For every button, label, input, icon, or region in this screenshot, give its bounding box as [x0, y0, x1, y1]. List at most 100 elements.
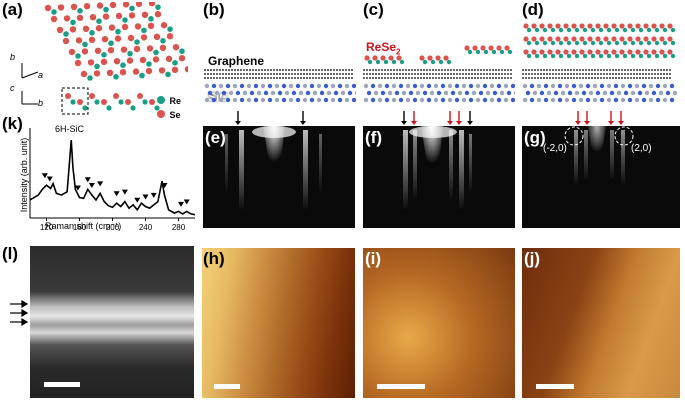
se-atom [555, 49, 561, 55]
re-atom [172, 60, 178, 66]
sic-atom [380, 90, 386, 96]
legend-se: Se [157, 105, 180, 123]
re-atom [483, 49, 489, 55]
sic-atom [560, 90, 566, 96]
se-atom [113, 93, 119, 99]
se-atom [539, 23, 545, 29]
legend-re-label: Re [169, 96, 181, 106]
re-atom [89, 30, 95, 36]
se-atom [563, 36, 569, 42]
re-atom [87, 75, 93, 81]
peak-marker [113, 191, 120, 197]
re-atom [82, 105, 88, 111]
sic-atom [295, 97, 301, 103]
re-atom [146, 61, 152, 67]
sic-atom [218, 83, 224, 89]
sic-atom [440, 83, 446, 89]
se-atom [147, 22, 155, 29]
scale-bar-h [214, 384, 240, 389]
sic-atom [408, 90, 414, 96]
peak-marker [150, 192, 157, 198]
sic-atom [232, 97, 238, 103]
se-atom [80, 70, 88, 78]
sic-atom [401, 90, 407, 96]
re-atom [106, 105, 112, 111]
se-atom [165, 55, 173, 62]
se-atom [547, 36, 553, 42]
re-atom [590, 27, 596, 33]
se-atom [184, 66, 188, 73]
sic-atom [510, 97, 515, 103]
se-atom [595, 49, 601, 55]
se-atom [89, 14, 97, 21]
sic-atom [669, 97, 675, 103]
schematic-d [522, 23, 678, 103]
sic-atom [464, 90, 470, 96]
se-atom [488, 45, 494, 51]
sic-atom [330, 83, 336, 89]
re-atom [598, 40, 604, 46]
sic-atom [489, 97, 495, 103]
sic-atom [295, 83, 301, 89]
se-atom [667, 36, 673, 42]
se-atom [82, 25, 90, 32]
sic-atom [557, 83, 563, 89]
rese2-label-sub: 2 [396, 47, 401, 57]
sic-atom [249, 90, 255, 96]
sic-atom [405, 97, 411, 103]
re-atom [662, 53, 668, 59]
crystal-structure [44, 2, 188, 81]
re-atom [113, 74, 119, 80]
sic-atom [288, 83, 294, 89]
sic-atom [281, 97, 287, 103]
scale-bar-j [536, 384, 574, 389]
sic-atom [599, 97, 605, 103]
se-atom [635, 49, 641, 55]
sic-atom [323, 97, 329, 103]
se-atom [113, 58, 121, 65]
sic-atom [291, 90, 297, 96]
se-atom [76, 14, 84, 21]
sic-atom [256, 90, 262, 96]
se-atom [81, 48, 89, 55]
sic-atom [585, 83, 591, 89]
re-atom [662, 40, 668, 46]
sic-atom [606, 83, 612, 89]
sic-atom [415, 90, 421, 96]
raman-annotation: 6H-SiC [55, 124, 85, 134]
sic-atom [274, 83, 280, 89]
se-atom [419, 55, 425, 61]
re-atom [118, 99, 124, 105]
sic-atom [330, 97, 336, 103]
sic-atom [228, 90, 234, 96]
sic-atom [211, 97, 217, 103]
sic-atom [543, 83, 549, 89]
se-atom [127, 34, 135, 42]
peak-marker [161, 183, 168, 189]
re-atom [154, 105, 160, 111]
sic-atom [391, 83, 397, 89]
se-atom [172, 44, 180, 51]
re-atom [101, 52, 107, 58]
stem-image-l [30, 246, 194, 398]
se-atom [57, 4, 65, 11]
sic-atom [482, 97, 488, 103]
re-atom [638, 40, 644, 46]
sic-atom [578, 97, 584, 103]
sic-atom [302, 83, 308, 89]
sic-atom [599, 83, 605, 89]
sic-atom [644, 90, 650, 96]
sic-atom [274, 97, 280, 103]
re-atom [534, 53, 540, 59]
se-atom [643, 49, 649, 55]
peak-marker [84, 177, 91, 183]
se-atom [627, 36, 633, 42]
re-atom [70, 99, 76, 105]
sic-atom [277, 90, 283, 96]
re-atom [82, 41, 88, 48]
sic-atom [546, 90, 552, 96]
sic-atom [630, 90, 636, 96]
re-atom [670, 40, 676, 46]
sic-atom [620, 83, 626, 89]
raman-chart: 120 160 200 240 280 [29, 128, 196, 232]
